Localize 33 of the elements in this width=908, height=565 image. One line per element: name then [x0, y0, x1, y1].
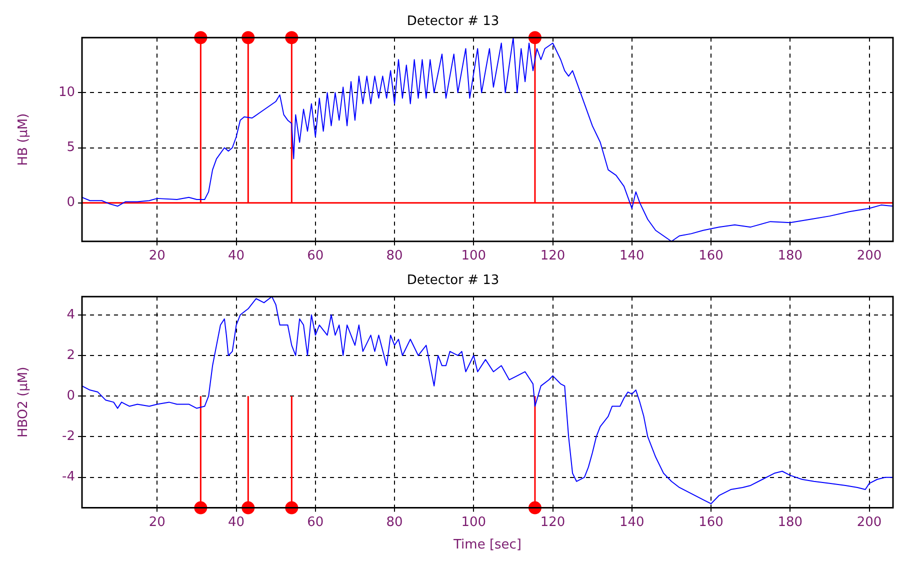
x-tick-label: 140	[619, 514, 644, 530]
x-tick-label: 100	[461, 514, 486, 530]
y-tick-label: 0	[66, 388, 75, 404]
x-tick-label: 80	[386, 248, 403, 264]
x-tick-label: 160	[698, 248, 724, 264]
x-tick-label: 60	[307, 248, 324, 264]
x-tick-label: 180	[778, 248, 803, 264]
x-tick-label: 60	[307, 514, 324, 530]
chart-title: Detector # 13	[406, 273, 500, 288]
y-tick-label: 4	[66, 307, 75, 322]
x-tick-label: 160	[698, 514, 724, 530]
y-tick-label: 2	[66, 348, 75, 363]
y-tick-label: 10	[58, 85, 75, 100]
x-tick-label: 180	[778, 514, 803, 530]
x-tick-label: 20	[148, 248, 166, 264]
x-tick-label: 200	[856, 514, 882, 530]
x-tick-label: 140	[619, 248, 644, 264]
x-tick-label: 20	[148, 514, 166, 530]
y-axis-title: HB (µM)	[16, 113, 32, 166]
y-tick-label: 5	[66, 140, 75, 156]
x-tick-label: 120	[540, 248, 566, 264]
x-tick-label: 40	[228, 248, 245, 264]
x-axis-title: Time [sec]	[452, 538, 522, 553]
y-tick-label: -4	[62, 470, 75, 485]
x-tick-label: 100	[461, 248, 486, 264]
y-axis-title: HBO2 (µM)	[16, 366, 32, 438]
y-tick-label: -2	[62, 429, 75, 444]
x-tick-label: 200	[856, 248, 882, 264]
y-tick-label: 0	[66, 195, 75, 210]
chart-title: Detector # 13	[406, 14, 500, 30]
x-tick-label: 80	[386, 514, 403, 530]
x-tick-label: 40	[228, 514, 245, 530]
x-tick-label: 120	[540, 514, 566, 530]
